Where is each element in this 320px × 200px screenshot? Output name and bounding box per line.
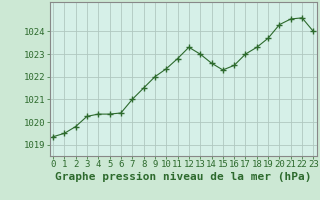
X-axis label: Graphe pression niveau de la mer (hPa): Graphe pression niveau de la mer (hPa) [55, 172, 311, 182]
